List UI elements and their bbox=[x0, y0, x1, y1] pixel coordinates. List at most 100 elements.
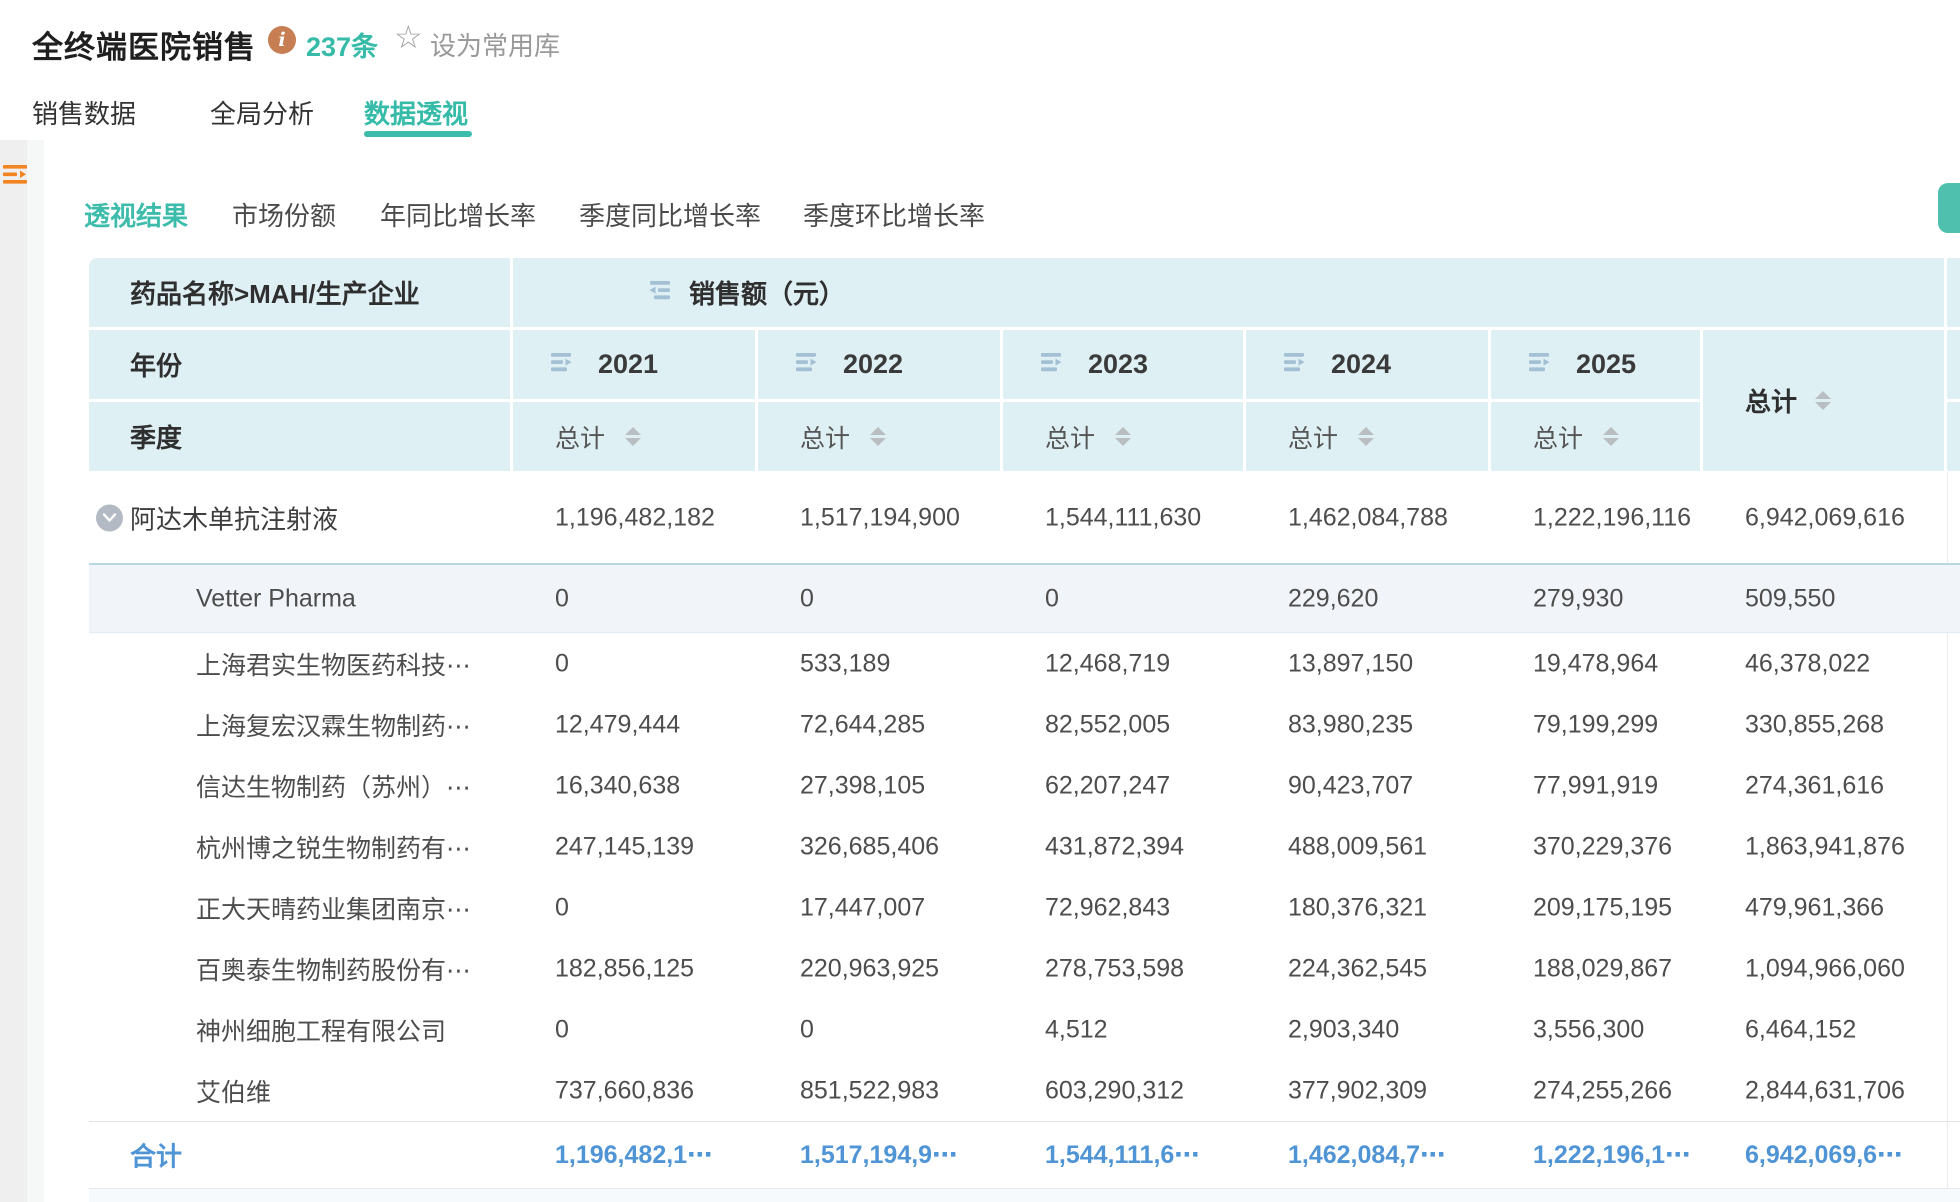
cell-value: 603,290,312 bbox=[1045, 1076, 1185, 1104]
sort-arrows-icon[interactable] bbox=[1115, 427, 1132, 446]
subtotal-label: 总计 bbox=[1533, 424, 1584, 453]
sort-arrows-icon[interactable] bbox=[1358, 427, 1375, 446]
cell-value: 12,468,719 bbox=[1045, 649, 1171, 677]
subtotal-header-2021[interactable]: 总计 bbox=[513, 402, 755, 471]
expand-panel-icon[interactable] bbox=[3, 163, 29, 189]
cutoff-column-header bbox=[1947, 330, 1960, 399]
subtotal-label: 总计 bbox=[1288, 424, 1339, 453]
year-row-label: 年份 bbox=[130, 351, 183, 381]
year-header-2023[interactable]: 2023 bbox=[1003, 330, 1243, 399]
footer-value: 1,222,196,1⋯ bbox=[1533, 1141, 1691, 1169]
cell-value: 479,961,366 bbox=[1745, 893, 1885, 921]
company-name: 上海君实生物医药科技⋯ bbox=[196, 651, 472, 680]
cell-value: 274,361,616 bbox=[1745, 771, 1885, 799]
cutoff-column-header bbox=[1947, 402, 1960, 471]
cell-value: 0 bbox=[1045, 584, 1059, 612]
cell-value: 0 bbox=[555, 584, 569, 612]
cell-value: 431,872,394 bbox=[1045, 832, 1185, 860]
collapse-row-icon[interactable] bbox=[96, 504, 123, 531]
table-row: 百奥泰生物制药股份有⋯ 182,856,125 220,963,925 278,… bbox=[89, 938, 1960, 999]
year-header-2024[interactable]: 2024 bbox=[1246, 330, 1488, 399]
cell-value: 62,207,247 bbox=[1045, 771, 1171, 799]
cell-value: 274,255,266 bbox=[1533, 1076, 1673, 1104]
cell-value: 79,199,299 bbox=[1533, 710, 1659, 738]
set-favorite-button[interactable]: 设为常用库 bbox=[430, 31, 561, 61]
year-row-header: 年份 bbox=[89, 330, 510, 399]
cell-value: 19,478,964 bbox=[1533, 649, 1659, 677]
year-header-2021[interactable]: 2021 bbox=[513, 330, 755, 399]
cell-value: 180,376,321 bbox=[1288, 893, 1428, 921]
page-header: 全终端医院销售 i 237条 ☆ 设为常用库 bbox=[0, 0, 1960, 90]
cell-value: 1,462,084,788 bbox=[1288, 503, 1448, 531]
cell-value: 3,556,300 bbox=[1533, 1015, 1645, 1043]
company-name: 上海复宏汉霖生物制药⋯ bbox=[196, 712, 472, 741]
company-name: 神州细胞工程有限公司 bbox=[196, 1017, 447, 1046]
footer-value: 1,517,194,9⋯ bbox=[800, 1141, 958, 1169]
sort-arrows-icon[interactable] bbox=[1603, 427, 1620, 446]
subtab-market-share[interactable]: 市场份额 bbox=[232, 201, 337, 231]
left-rail-inner bbox=[27, 140, 44, 1202]
subtotal-header-2022[interactable]: 总计 bbox=[758, 402, 1000, 471]
subtab-pivot-result[interactable]: 透视结果 bbox=[84, 201, 189, 231]
table-row: 正大天晴药业集团南京⋯ 0 17,447,007 72,962,843 180,… bbox=[89, 877, 1960, 938]
company-name: Vetter Pharma bbox=[196, 584, 356, 612]
subtotal-header-2023[interactable]: 总计 bbox=[1003, 402, 1243, 471]
table-row: 上海复宏汉霖生物制药⋯ 12,479,444 72,644,285 82,552… bbox=[89, 694, 1960, 755]
subtab-quarter-qoq-growth[interactable]: 季度环比增长率 bbox=[803, 201, 986, 231]
subtotal-header-2024[interactable]: 总计 bbox=[1246, 402, 1488, 471]
vertical-scrollbar-thumb[interactable] bbox=[1938, 183, 1960, 233]
sort-arrows-icon[interactable] bbox=[1815, 391, 1832, 410]
pivot-drill-icon bbox=[1527, 350, 1557, 379]
cell-value: 1,863,941,876 bbox=[1745, 832, 1905, 860]
left-rail bbox=[0, 140, 27, 1202]
cell-value: 188,029,867 bbox=[1533, 954, 1673, 982]
subtab-yoy-growth[interactable]: 年同比增长率 bbox=[380, 201, 537, 231]
quarter-row-label: 季度 bbox=[130, 423, 183, 453]
quarter-row-header: 季度 bbox=[89, 402, 510, 471]
star-icon[interactable]: ☆ bbox=[394, 19, 423, 55]
footer-value: 6,942,069,6⋯ bbox=[1745, 1141, 1903, 1169]
record-count-badge: 237条 bbox=[306, 32, 379, 62]
cell-value: 533,189 bbox=[800, 649, 891, 677]
cell-value: 377,902,309 bbox=[1288, 1076, 1428, 1104]
tab-data-pivot[interactable]: 数据透视 bbox=[364, 99, 469, 129]
footer-value: 1,544,111,6⋯ bbox=[1045, 1141, 1200, 1169]
tab-global-analysis[interactable]: 全局分析 bbox=[210, 99, 315, 129]
info-icon[interactable]: i bbox=[268, 26, 296, 54]
tab-sales-data[interactable]: 销售数据 bbox=[32, 99, 137, 129]
table-row: 艾伯维 737,660,836 851,522,983 603,290,312 … bbox=[89, 1060, 1960, 1121]
sort-arrows-icon[interactable] bbox=[870, 427, 887, 446]
cell-value: 209,175,195 bbox=[1533, 893, 1673, 921]
cell-value: 6,942,069,616 bbox=[1745, 503, 1905, 531]
subtotal-header-2025[interactable]: 总计 bbox=[1491, 402, 1700, 471]
pivot-drill-icon bbox=[1039, 350, 1069, 379]
company-name: 信达生物制药（苏州）⋯ bbox=[196, 773, 472, 802]
year-label: 2021 bbox=[598, 349, 659, 379]
cell-value: 229,620 bbox=[1288, 584, 1379, 612]
cell-value: 83,980,235 bbox=[1288, 710, 1414, 738]
drug-name[interactable]: 阿达木单抗注射液 bbox=[130, 504, 339, 534]
table-row: 上海君实生物医药科技⋯ 0 533,189 12,468,719 13,897,… bbox=[89, 633, 1960, 694]
cell-value: 6,464,152 bbox=[1745, 1015, 1857, 1043]
year-label: 2022 bbox=[843, 349, 904, 379]
year-header-2022[interactable]: 2022 bbox=[758, 330, 1000, 399]
cell-value: 12,479,444 bbox=[555, 710, 681, 738]
pivot-table: 药品名称>MAH/生产企业 销售额（元） 年份 2021 bbox=[89, 258, 1960, 1202]
cell-value: 326,685,406 bbox=[800, 832, 940, 860]
subtab-quarter-yoy-growth[interactable]: 季度同比增长率 bbox=[579, 201, 762, 231]
footer-value: 1,196,482,1⋯ bbox=[555, 1141, 713, 1169]
company-name: 正大天晴药业集团南京⋯ bbox=[196, 895, 472, 924]
cell-value: 2,903,340 bbox=[1288, 1015, 1400, 1043]
grand-total-header[interactable]: 总计 bbox=[1703, 330, 1944, 471]
table-row: 信达生物制药（苏州）⋯ 16,340,638 27,398,105 62,207… bbox=[89, 755, 1960, 816]
table-footer-row: 合计 1,196,482,1⋯ 1,517,194,9⋯ 1,544,111,6… bbox=[89, 1121, 1960, 1188]
pivot-drill-icon bbox=[549, 350, 579, 379]
cell-value: 17,447,007 bbox=[800, 893, 926, 921]
sort-arrows-icon[interactable] bbox=[625, 427, 642, 446]
measure-header[interactable]: 销售额（元） bbox=[513, 258, 1944, 327]
year-header-2025[interactable]: 2025 bbox=[1491, 330, 1700, 399]
cell-value: 737,660,836 bbox=[555, 1076, 695, 1104]
cell-value: 851,522,983 bbox=[800, 1076, 940, 1104]
pivot-drill-icon bbox=[1282, 350, 1312, 379]
table-row: 杭州博之锐生物制药有⋯ 247,145,139 326,685,406 431,… bbox=[89, 816, 1960, 877]
